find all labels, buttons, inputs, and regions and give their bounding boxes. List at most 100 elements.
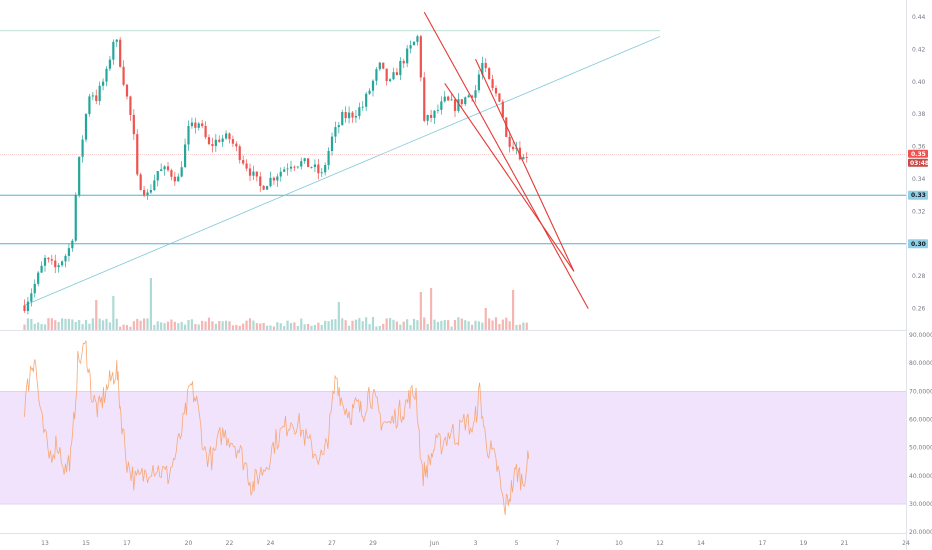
volume-bar bbox=[47, 318, 50, 330]
volume-bar bbox=[84, 319, 88, 330]
candle-body bbox=[64, 255, 67, 262]
volume-bar bbox=[88, 323, 91, 330]
volume-bar bbox=[392, 319, 395, 330]
candle-body bbox=[112, 41, 115, 60]
price-tick-label: 0.40 bbox=[912, 79, 926, 86]
current-price-badge bbox=[908, 149, 928, 158]
volume-bar bbox=[337, 302, 340, 330]
time-tick-label: 17 bbox=[123, 540, 131, 547]
volume-bar bbox=[255, 323, 258, 330]
candle-body bbox=[190, 122, 194, 127]
candle-body bbox=[60, 261, 64, 266]
time-tick-label: 24 bbox=[902, 540, 910, 547]
volume-bar bbox=[228, 321, 231, 330]
price-tick-label: 0.34 bbox=[912, 176, 926, 183]
rsi-tick-label: 20.0000 bbox=[909, 529, 932, 536]
volume-bar bbox=[481, 322, 484, 330]
volume-bar bbox=[324, 320, 327, 330]
candle-body bbox=[365, 93, 368, 107]
candle-body bbox=[337, 125, 340, 128]
volume-bar bbox=[423, 317, 426, 330]
candle-body bbox=[525, 157, 528, 158]
candle-body bbox=[54, 260, 57, 268]
rsi-tick-label: 60.0000 bbox=[909, 417, 932, 424]
volume-bar bbox=[491, 320, 494, 330]
volume-bar bbox=[457, 317, 460, 330]
volume-bar bbox=[409, 325, 412, 330]
volume-bar bbox=[518, 324, 522, 330]
volume-bar bbox=[296, 326, 299, 330]
candle-body bbox=[255, 171, 258, 177]
candlesticks[interactable] bbox=[23, 34, 528, 315]
volume-bar bbox=[180, 322, 183, 330]
candle-body bbox=[378, 62, 381, 70]
volume-bar bbox=[334, 319, 337, 330]
time-tick-label: 10 bbox=[615, 540, 623, 547]
candle-body bbox=[344, 112, 347, 119]
time-tick-label: 27 bbox=[328, 540, 336, 547]
candle-body bbox=[447, 96, 450, 101]
candle-body bbox=[399, 60, 402, 76]
candle-body bbox=[101, 81, 105, 86]
candle-body bbox=[211, 144, 214, 147]
candle-body bbox=[242, 160, 245, 164]
candle-body bbox=[50, 259, 53, 261]
rsi-tick-label: 70.0000 bbox=[909, 388, 932, 395]
candle-body bbox=[484, 62, 487, 69]
price-badges: 0.35 03:48 0.33 0.30 bbox=[908, 149, 929, 249]
candle-body bbox=[238, 146, 241, 161]
time-tick-label: 22 bbox=[226, 540, 234, 547]
panel-separators bbox=[0, 0, 907, 550]
volume-bar bbox=[105, 318, 108, 330]
volume-bar bbox=[74, 322, 77, 330]
volume-bar bbox=[259, 323, 262, 330]
candle-body bbox=[317, 164, 320, 174]
price-tick-label: 0.26 bbox=[912, 306, 926, 313]
candle-body bbox=[440, 101, 443, 110]
candle-body bbox=[132, 114, 135, 135]
volume-bar bbox=[269, 325, 272, 330]
volume-bar bbox=[115, 318, 118, 330]
candle-body bbox=[470, 95, 474, 98]
candle-body bbox=[412, 41, 416, 46]
volume-bar bbox=[358, 318, 361, 330]
current-price-label: 0.35 bbox=[911, 151, 926, 158]
horizontal-support-levels bbox=[0, 30, 906, 245]
volume-bar bbox=[248, 318, 252, 330]
volume-bar bbox=[474, 320, 477, 330]
candle-body bbox=[78, 156, 81, 196]
rsi-series-line bbox=[24, 340, 530, 516]
volume-bar bbox=[43, 324, 47, 330]
volume-bar bbox=[399, 324, 402, 330]
volume-bar bbox=[204, 321, 207, 330]
candle-body bbox=[327, 150, 330, 166]
rsi-axis[interactable]: 90.0000 80.0000 70.0000 60.0000 50.0000 40.00… bbox=[909, 332, 932, 536]
time-tick-label: 29 bbox=[369, 540, 377, 547]
volume-bar bbox=[505, 317, 508, 330]
candle-body bbox=[201, 123, 204, 127]
candle-body bbox=[98, 85, 101, 102]
volume-bar bbox=[23, 324, 26, 330]
volume-bar bbox=[467, 321, 470, 330]
candle-body bbox=[187, 126, 190, 145]
candle-body bbox=[57, 265, 60, 268]
volume-bar bbox=[183, 324, 187, 330]
candle-body bbox=[33, 283, 36, 294]
candle-body bbox=[163, 166, 166, 170]
volume-bar bbox=[375, 326, 378, 330]
time-axis[interactable]: 13 15 17 20 22 24 27 29 Jun 3 5 7 10 12 14 17 19 21 24 bbox=[41, 540, 910, 547]
candle-body bbox=[423, 77, 426, 121]
candle-body bbox=[177, 176, 180, 182]
candle-body bbox=[139, 174, 142, 190]
candle-body bbox=[166, 166, 170, 171]
volume-bar bbox=[170, 319, 173, 330]
candle-body bbox=[453, 99, 457, 111]
candle-body bbox=[341, 112, 344, 126]
rsi-tick-label: 30.0000 bbox=[909, 501, 932, 508]
rsi-tick-label: 90.0000 bbox=[909, 332, 932, 339]
candle-body bbox=[293, 166, 296, 168]
volume-bar bbox=[122, 324, 125, 330]
volume-bar bbox=[395, 321, 399, 330]
candle-body bbox=[235, 143, 238, 147]
